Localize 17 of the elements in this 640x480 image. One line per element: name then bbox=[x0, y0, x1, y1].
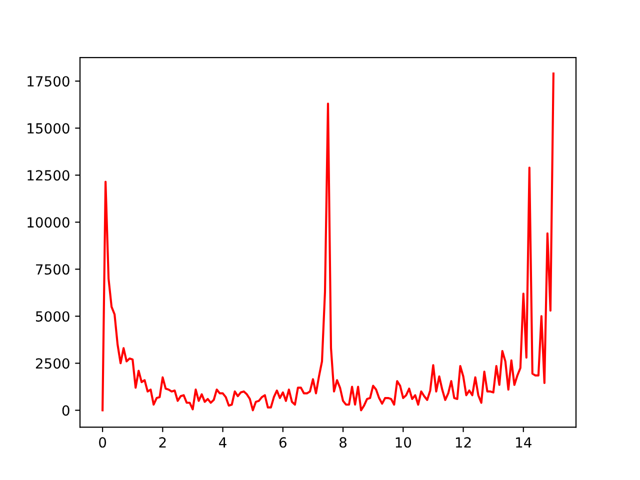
line-series bbox=[102, 72, 554, 412]
x-tick-label: 12 bbox=[456, 437, 471, 448]
y-tick-label: 17500 bbox=[28, 76, 70, 87]
x-tick-label: 14 bbox=[516, 437, 532, 448]
y-tick-label: 0 bbox=[62, 405, 70, 416]
x-tick-label: 4 bbox=[219, 437, 226, 448]
x-tick-label: 2 bbox=[159, 437, 166, 448]
y-tick-label: 2500 bbox=[36, 358, 70, 369]
x-tick-label: 6 bbox=[279, 437, 286, 448]
y-tick-label: 7500 bbox=[36, 264, 70, 275]
y-tick-label: 15000 bbox=[28, 123, 70, 134]
x-tick-label: 0 bbox=[99, 437, 106, 448]
y-tick-label: 5000 bbox=[36, 311, 70, 322]
x-tick-label: 10 bbox=[396, 437, 412, 448]
x-tick-label: 8 bbox=[340, 437, 346, 448]
y-tick-label: 10000 bbox=[28, 217, 70, 228]
y-tick-label: 12500 bbox=[28, 170, 70, 181]
